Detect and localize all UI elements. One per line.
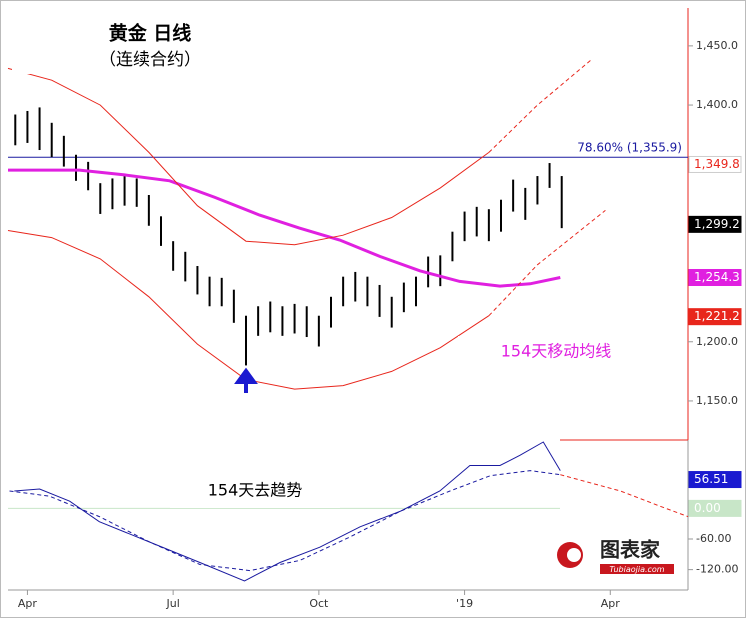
series-line — [488, 59, 592, 153]
price-marker-label: 1,221.2 — [694, 309, 740, 323]
chart-subtitle: （连续合约） — [99, 50, 201, 70]
title-box — [12, 12, 262, 74]
y-tick-label: 1,200.0 — [696, 335, 738, 348]
series-line — [560, 474, 689, 518]
plot-area: 1,450.0 1,400.0 1,200.0 1,150.0 78.60% (1,35… — [7, 39, 742, 610]
price-marker-label: 1,299.2 — [694, 217, 740, 231]
price-marker — [688, 215, 742, 233]
logo: 图表家 Tubiaojia.com — [557, 538, 674, 574]
y-tick-label: -60.00 — [696, 532, 731, 545]
x-tick-label: Jul — [166, 597, 180, 610]
annotation-box — [458, 336, 654, 368]
y-tick-label: 1,150.0 — [696, 394, 738, 407]
y-tick-label: -120.00 — [696, 563, 738, 576]
x-tick-label: Oct — [309, 597, 329, 610]
y-tick-label: 1,400.0 — [696, 98, 738, 111]
price-marker — [688, 308, 742, 326]
price-marker — [688, 155, 742, 173]
ma-annotation: 154天移动均线 — [501, 342, 612, 361]
chart-title: 黄金 日线 — [109, 22, 192, 45]
price-marker — [688, 499, 742, 517]
series-line — [9, 470, 561, 572]
x-tick-label: Apr — [18, 597, 38, 610]
logo-name: 图表家 — [600, 538, 661, 562]
logo-icon — [567, 548, 581, 562]
price-marker — [688, 268, 742, 286]
indicator-annotation: 154天去趋势 — [208, 481, 303, 500]
price-marker-label: 0.00 — [694, 501, 721, 515]
low-arrow — [234, 367, 258, 393]
price-marker-label: 56.51 — [694, 472, 728, 486]
series-line — [8, 168, 561, 288]
x-tick-label: '19 — [456, 597, 473, 610]
series-line — [488, 210, 606, 317]
logo-strip — [600, 564, 674, 574]
fib-label: 78.60% (1,355.9) — [577, 141, 682, 155]
price-marker-label: 1,254.3 — [694, 270, 740, 284]
series-line — [14, 441, 561, 582]
price-marker-label: 1,349.8 — [694, 157, 740, 171]
x-tick-label: Apr — [601, 597, 621, 610]
logo-url: Tubiaojia.com — [609, 565, 664, 574]
price-marker — [688, 471, 742, 489]
series-line — [7, 67, 490, 246]
annotation-box — [170, 474, 340, 508]
y-tick-label: 1,450.0 — [696, 39, 738, 52]
